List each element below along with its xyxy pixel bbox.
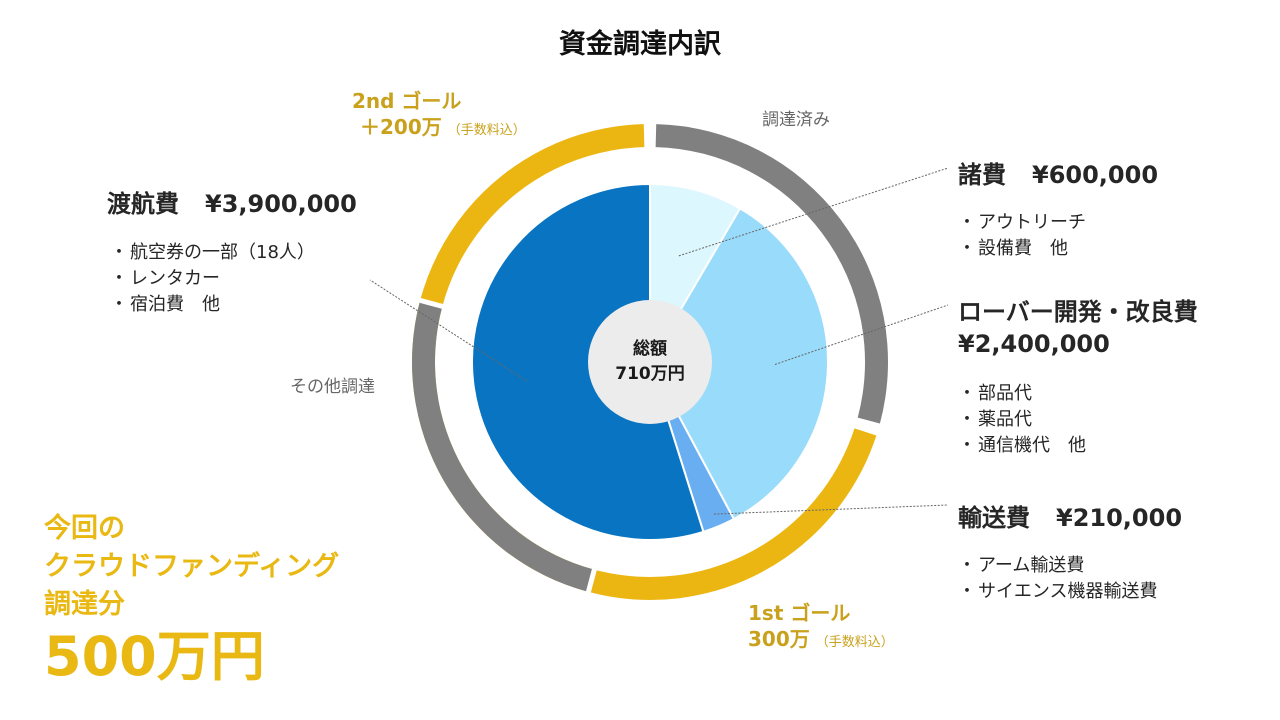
misc-items: アウトリーチ 設備費 他 <box>958 210 1086 262</box>
raised-ring-label: 調達済み <box>762 110 830 130</box>
travel-name: 渡航費 <box>107 190 179 218</box>
travel-items: 航空券の一部（18人） レンタカー 宿泊費 他 <box>110 240 315 318</box>
first-goal-amount: 300万 <box>748 627 810 651</box>
rover-items: 部品代 薬品代 通信機代 他 <box>958 381 1086 459</box>
misc-amount: ¥600,000 <box>1032 161 1159 189</box>
other-funding-ring-label: その他調達 <box>290 377 375 397</box>
center-hole <box>588 300 712 424</box>
list-item: 通信機代 他 <box>958 433 1086 459</box>
total-label: 総額 710万円 <box>615 339 685 384</box>
list-item: アーム輸送費 <box>958 553 1157 579</box>
list-item: 宿泊費 他 <box>110 292 315 318</box>
second-goal-note: （手数料込） <box>447 123 526 138</box>
ring-raised <box>655 124 888 424</box>
travel-heading: 渡航費 ¥3,900,000 <box>107 184 357 219</box>
crowdfunding-amount: 500万円 <box>44 625 265 688</box>
transport-name: 輸送費 <box>958 504 1030 532</box>
pie-slice-3 <box>471 182 705 541</box>
travel-amount: ¥3,900,000 <box>205 190 357 218</box>
leader-line-3 <box>369 279 527 382</box>
transport-items: アーム輸送費 サイエンス機器輸送費 <box>958 553 1157 605</box>
crowdfunding-line3: 調達分 <box>44 589 125 620</box>
page-title: 資金調達内訳 <box>559 29 721 60</box>
list-item: 設備費 他 <box>958 236 1086 262</box>
leader-line-2 <box>713 504 949 515</box>
list-item: アウトリーチ <box>958 210 1086 236</box>
crowdfunding-callout: 今回の クラウドファンディング 調達分 500万円 <box>44 510 339 690</box>
transport-amount: ¥210,000 <box>1056 504 1183 532</box>
list-item: サイエンス機器輸送費 <box>958 579 1157 605</box>
ring-separator-0 <box>585 568 598 594</box>
crowdfunding-line1: 今回の <box>44 513 125 544</box>
second-goal-label: 2nd ゴール ＋200万 （手数料込） <box>352 88 526 144</box>
second-goal-title: 2nd ゴール <box>352 89 462 113</box>
list-item: 部品代 <box>958 381 1086 407</box>
transport-heading: 輸送費 ¥210,000 <box>958 498 1182 533</box>
misc-name: 諸費 <box>958 161 1006 189</box>
first-goal-note: （手数料込） <box>815 635 894 650</box>
list-item: 薬品代 <box>958 407 1086 433</box>
rover-amount: ¥2,400,000 <box>958 330 1110 358</box>
ring-other-funding <box>412 300 595 592</box>
crowdfunding-line2: クラウドファンディング <box>44 551 340 582</box>
misc-heading: 諸費 ¥600,000 <box>958 155 1158 190</box>
list-item: 航空券の一部（18人） <box>110 240 315 266</box>
rover-name: ローバー開発・改良費 <box>958 298 1198 326</box>
pie-slice-1 <box>648 207 829 521</box>
leader-line-0 <box>678 167 949 257</box>
rover-heading: ローバー開発・改良費 ¥2,400,000 <box>958 296 1198 360</box>
second-goal-amount: ＋200万 <box>360 115 442 139</box>
ring-separator-1 <box>418 297 444 310</box>
list-item: レンタカー <box>110 266 315 292</box>
first-goal-label: 1st ゴール 300万 （手数料込） <box>748 600 894 656</box>
leader-line-1 <box>774 304 949 365</box>
first-goal-title: 1st ゴール <box>748 601 851 625</box>
